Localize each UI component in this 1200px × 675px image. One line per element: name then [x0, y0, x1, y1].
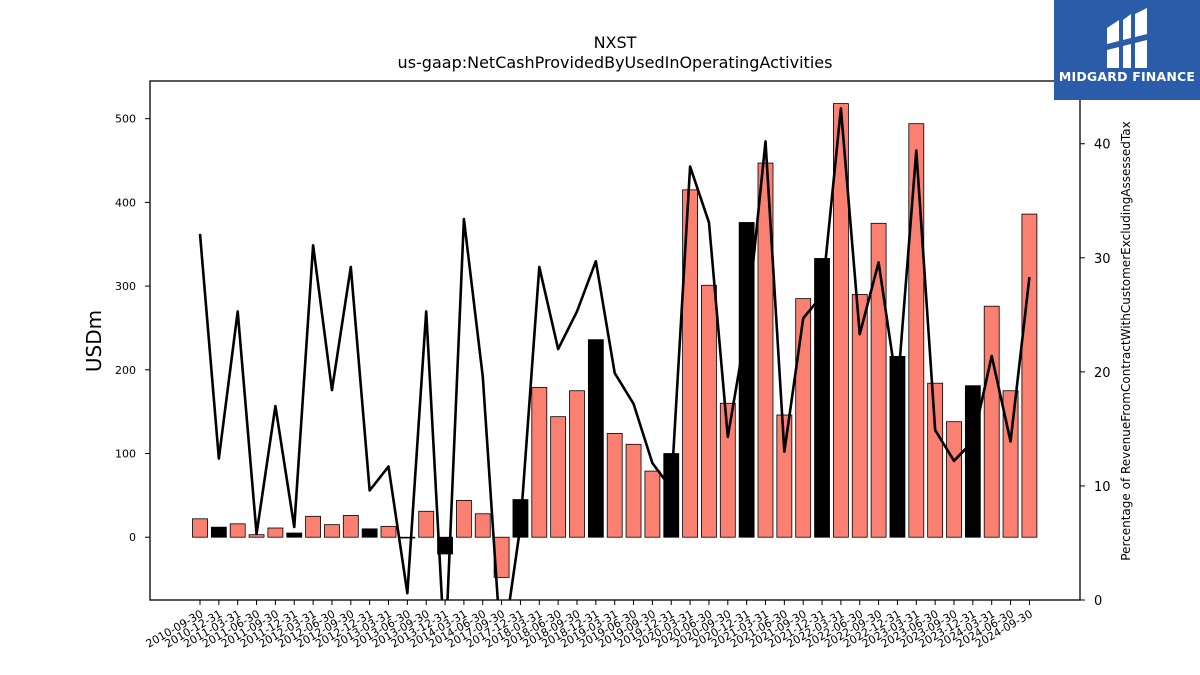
bar: [682, 189, 698, 538]
bar: [361, 528, 378, 538]
bar: [229, 523, 246, 538]
y-tick-label: 100: [115, 448, 136, 461]
bar-series: [192, 103, 1038, 578]
bar: [908, 123, 925, 538]
y2-tick-label: 20: [1094, 366, 1111, 381]
chart-title: NXST: [594, 33, 637, 52]
bar: [267, 527, 284, 538]
bar: [380, 525, 397, 538]
bar: [814, 258, 830, 538]
bar: [946, 421, 962, 538]
bar: [889, 356, 906, 538]
bar: [550, 416, 567, 538]
y-tick-label: 400: [115, 196, 136, 209]
bar: [833, 103, 849, 538]
bar: [399, 536, 416, 539]
line-path: [198, 107, 1031, 600]
bar: [644, 470, 661, 538]
y2-tick-label: 0: [1094, 594, 1102, 609]
y-axis-label: USDm: [82, 310, 106, 372]
bar: [757, 162, 774, 538]
bar: [587, 339, 604, 538]
y2-tick-label: 10: [1094, 480, 1111, 495]
y2-tick-label: 40: [1094, 138, 1111, 153]
bar: [870, 222, 887, 538]
bar: [701, 284, 717, 538]
bar: [983, 305, 1000, 538]
bar: [531, 386, 548, 538]
line-series: [198, 107, 1031, 600]
x-axis: 2010-09-302010-12-312011-03-312011-06-30…: [144, 600, 1035, 651]
bar: [927, 382, 944, 538]
bar: [606, 433, 623, 538]
bar: [964, 385, 981, 538]
y2-tick-label: 30: [1094, 252, 1111, 267]
bar: [663, 453, 680, 538]
y2-axis-label: Percentage of RevenueFromContractWithCus…: [1119, 121, 1133, 560]
bar: [776, 414, 793, 538]
y-tick-label: 500: [115, 113, 136, 126]
logo-text: MIDGARD FINANCE: [1058, 69, 1196, 84]
bar: [305, 515, 322, 538]
bar: [192, 518, 208, 538]
bar: [719, 402, 736, 538]
y-tick-label: 200: [115, 364, 136, 377]
bar: [455, 499, 472, 538]
bar: [795, 298, 812, 538]
bar: [474, 513, 491, 538]
y-axis-left: 0 100 200 300 400 500: [115, 113, 150, 544]
bar: [286, 532, 303, 538]
bar: [418, 510, 435, 538]
bar: [851, 294, 868, 538]
bar: [625, 443, 642, 538]
y-tick-label: 300: [115, 280, 136, 293]
chart-subtitle: us-gaap:NetCashProvidedByUsedInOperating…: [398, 53, 833, 72]
y-tick-label: 0: [129, 531, 136, 544]
y-axis-right: 0 10 20 30 40: [1080, 138, 1111, 609]
logo-mark-icon: [1107, 8, 1147, 68]
brand-logo: MIDGARD FINANCE: [1054, 0, 1200, 100]
bar: [1021, 213, 1038, 538]
bar: [342, 515, 359, 538]
bar: [210, 526, 227, 538]
bar: [569, 390, 585, 538]
bar: [324, 524, 340, 538]
